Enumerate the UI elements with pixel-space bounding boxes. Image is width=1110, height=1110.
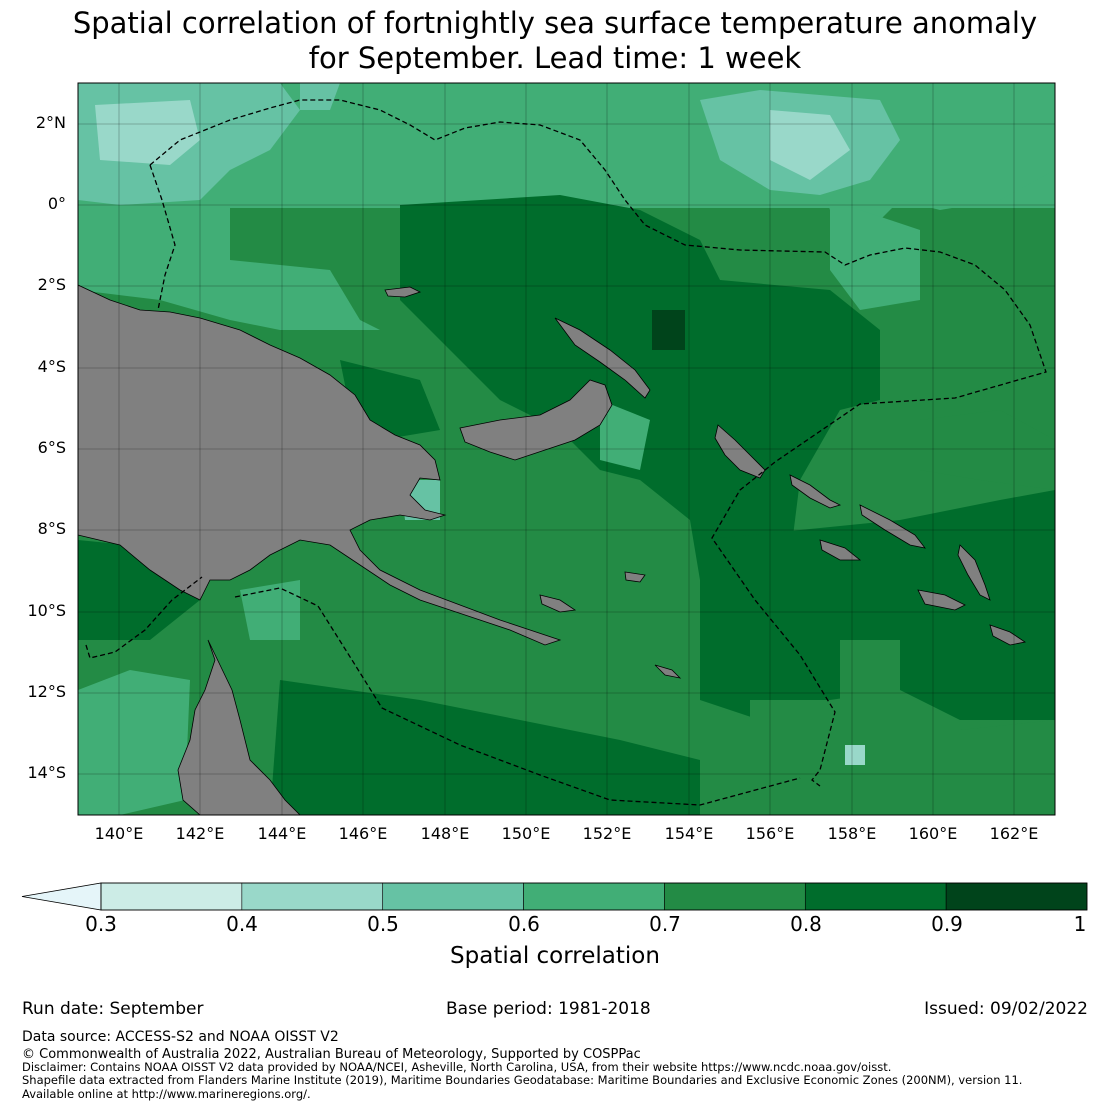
y-tick-label: 6°S (37, 438, 66, 457)
colorbar-tick-label: 0.6 (508, 912, 540, 936)
goodenough (539, 594, 577, 613)
y-tick-label: 4°S (37, 357, 66, 376)
issued-date: Issued: 09/02/2022 (924, 999, 1088, 1019)
guadalcanal (917, 589, 966, 611)
rossel (654, 664, 682, 679)
colorbar-tick-label: 0.5 (367, 912, 399, 936)
manus (384, 286, 422, 298)
x-tick-label: 156°E (745, 824, 795, 843)
x-tick-label: 158°E (827, 824, 877, 843)
colorbar-tick-label: 0.4 (226, 912, 258, 936)
y-tick-label: 2°N (35, 113, 66, 132)
marineregions-link: Available online at http://www.marinereg… (22, 1087, 311, 1101)
x-tick-label: 150°E (501, 824, 551, 843)
graticule (78, 83, 1055, 815)
cape-york (177, 639, 301, 815)
colorbar-title: Spatial correlation (450, 943, 660, 969)
new-guinea (78, 284, 562, 646)
colorbar-tick-label: 0.8 (790, 912, 822, 936)
map-frame (77, 82, 1056, 816)
x-tick-label: 146°E (338, 824, 388, 843)
base-period: Base period: 1981-2018 (446, 999, 651, 1019)
map-title: Spatial correlation of fortnightly sea s… (0, 6, 1110, 76)
y-tick-label: 2°S (37, 275, 66, 294)
run-date: Run date: September (22, 999, 204, 1019)
new-ireland (554, 317, 651, 399)
disclaimer: Disclaimer: Contains NOAA OISST V2 data … (22, 1060, 892, 1074)
colorbar-tick-label: 0.9 (931, 912, 963, 936)
x-tick-label: 148°E (420, 824, 470, 843)
y-tick-label: 14°S (27, 763, 66, 782)
colorbar-tick-label: 0.7 (649, 912, 681, 936)
x-tick-label: 160°E (908, 824, 958, 843)
y-tick-label: 8°S (37, 519, 66, 538)
x-tick-label: 144°E (257, 824, 307, 843)
colorbar-tick-label: 0.3 (85, 912, 117, 936)
malaita (957, 544, 991, 601)
new-britain (459, 379, 613, 461)
x-tick-label: 140°E (94, 824, 144, 843)
correlation-field (78, 83, 1055, 815)
x-tick-label: 142°E (175, 824, 225, 843)
title-line-1: Spatial correlation of fortnightly sea s… (72, 6, 1038, 40)
colorbar-tick-label: 1 (1073, 912, 1087, 936)
shapefile-credit: Shapefile data extracted from Flanders M… (22, 1073, 1023, 1087)
copyright: © Commonwealth of Australia 2022, Austra… (22, 1047, 641, 1062)
eez-boundaries (85, 99, 1047, 806)
santa-isabel (859, 504, 926, 549)
bougainville (714, 424, 766, 479)
x-tick-label: 162°E (989, 824, 1039, 843)
choiseul (789, 474, 842, 509)
title-line-2: for September. Lead time: 1 week (308, 41, 802, 75)
makira (989, 624, 1027, 646)
new-georgia (819, 539, 862, 561)
y-tick-label: 0° (47, 194, 66, 213)
land (78, 284, 1027, 815)
y-tick-label: 10°S (27, 601, 66, 620)
woodlark (624, 571, 646, 583)
x-tick-label: 154°E (664, 824, 714, 843)
x-tick-label: 152°E (582, 824, 632, 843)
data-source: Data source: ACCESS-S2 and NOAA OISST V2 (22, 1029, 339, 1045)
y-tick-label: 12°S (27, 682, 66, 701)
